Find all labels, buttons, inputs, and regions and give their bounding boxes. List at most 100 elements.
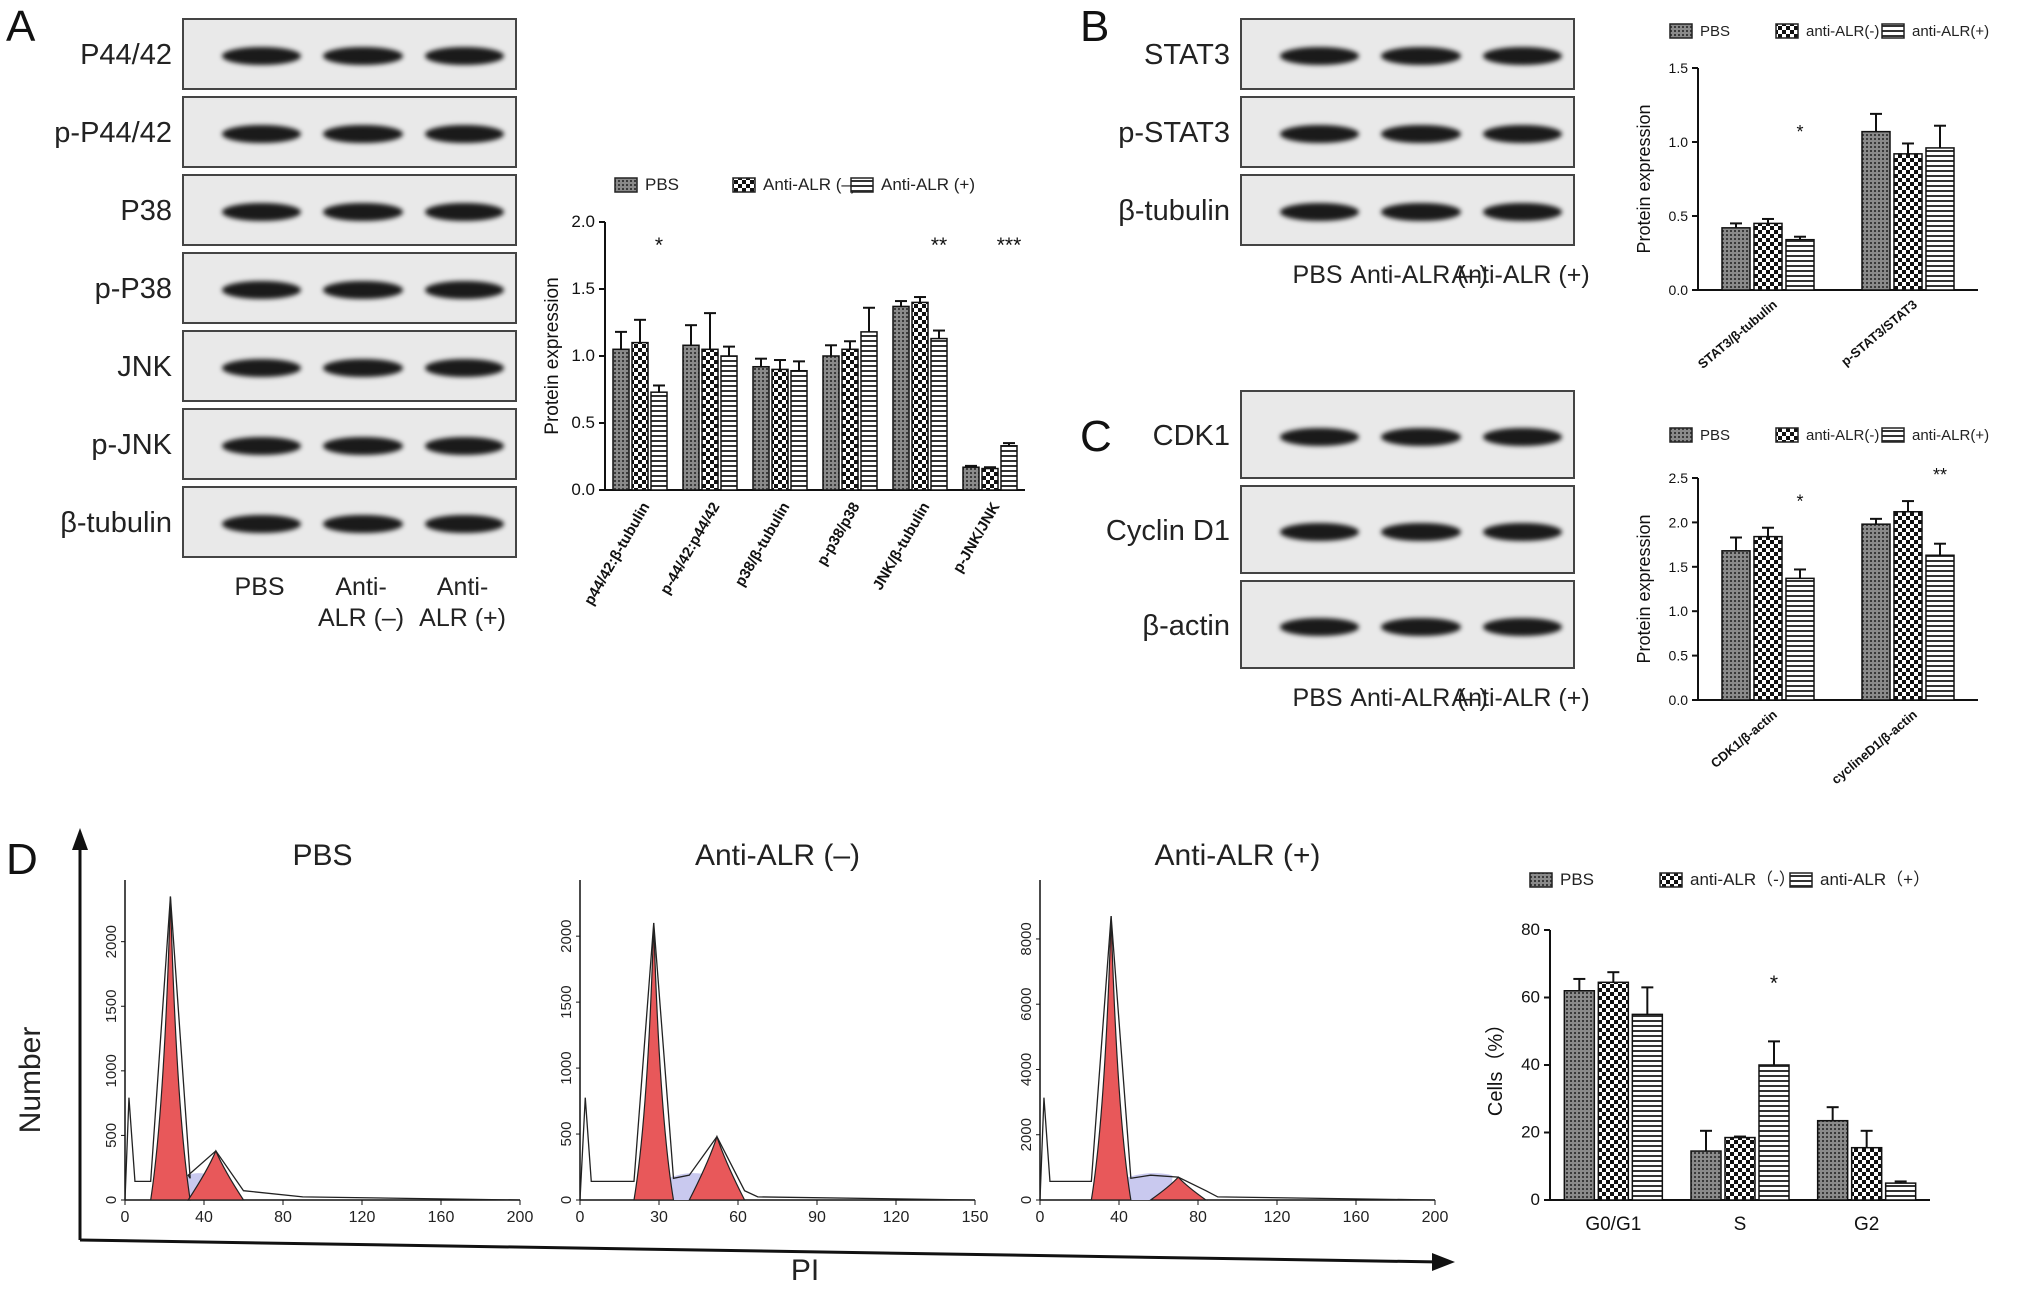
blot-row-label: p-P44/42 xyxy=(54,117,172,149)
histogram-y-tick-label: 1500 xyxy=(103,990,120,1023)
y-tick-label: 0.0 xyxy=(1669,692,1689,708)
legend-swatch xyxy=(1789,872,1813,888)
lane-label: Anti- ALR (–) xyxy=(317,573,405,632)
category-label: S xyxy=(1734,1214,1747,1235)
blot-band xyxy=(221,359,302,377)
blot-band xyxy=(1381,617,1461,636)
blot-row-label: p-JNK xyxy=(91,429,172,461)
bar-anti-alr-p-p38-p38 xyxy=(860,331,878,491)
blot-band xyxy=(1381,203,1461,221)
histogram-trace xyxy=(579,922,976,1201)
bar-anti-alr-p44-42-tubulin xyxy=(631,341,649,491)
chart-legend: PBS anti-ALR(-) anti-ALR(+) xyxy=(1669,427,1989,444)
category-label: p38/β-tubulin xyxy=(732,500,794,590)
panel-label-a: A xyxy=(6,2,36,51)
bar-pbs-p44-42-tubulin xyxy=(612,348,630,491)
histogram-y-tick-label: 6000 xyxy=(1018,988,1035,1021)
lane-label: Anti- ALR (+) xyxy=(419,573,506,632)
bar-anti-alr-p38-tubulin xyxy=(790,369,808,491)
legend-label: PBS xyxy=(1700,23,1730,40)
blot-band xyxy=(1482,203,1563,221)
legend-swatch xyxy=(1775,427,1799,443)
blot-band xyxy=(1482,125,1563,143)
blot-band xyxy=(221,281,302,299)
y-axis-label: Protein expression xyxy=(542,277,563,434)
bar-anti-alr-p-p38-p38 xyxy=(841,348,859,491)
lane-label: Anti-ALR (–) xyxy=(1350,684,1488,712)
histogram-trace xyxy=(1039,916,1436,1201)
histogram-title: Anti-ALR (–) xyxy=(695,839,860,872)
arrow-head-icon xyxy=(1432,1253,1455,1271)
bar-anti-alr-cyclined1-actin xyxy=(1925,554,1955,701)
blot-row-label: JNK xyxy=(117,351,172,383)
y-tick-label: 1.5 xyxy=(1669,60,1689,76)
pi-axis-arrow xyxy=(79,1238,1441,1264)
blot-row-label: Cyclin D1 xyxy=(1105,514,1230,547)
y-tick-label: 0 xyxy=(1531,1190,1540,1209)
lane-label: Anti-ALR (–) xyxy=(1350,261,1488,289)
significance-mark: ** xyxy=(931,234,947,257)
g1-peak xyxy=(149,896,191,1201)
y-axis-label: Protein expression xyxy=(1634,104,1654,253)
bar-anti-alr-p-stat3-stat3 xyxy=(1893,153,1923,291)
blot-band xyxy=(424,203,505,221)
blot-band xyxy=(1381,47,1461,65)
legend-label: anti-ALR（+） xyxy=(1820,870,1930,889)
blot-band xyxy=(424,359,505,377)
blot-row-label: P38 xyxy=(120,195,172,227)
y-axis-label: Protein expression xyxy=(1634,514,1654,663)
bar-pbs-jnk-tubulin xyxy=(892,305,910,491)
legend-label: anti-ALR(-) xyxy=(1806,427,1879,444)
category-label: p-p38/p38 xyxy=(814,500,864,569)
histogram-y-tick-label: 4000 xyxy=(1018,1053,1035,1086)
bar-anti-alr-jnk-tubulin xyxy=(930,337,948,491)
blot-band xyxy=(1279,617,1360,636)
panel-label-d: D xyxy=(6,835,38,884)
category-label: cyclineD1/β-actin xyxy=(1828,707,1920,787)
chart-legend: PBS anti-ALR(-) anti-ALR(+) xyxy=(1669,23,1989,40)
histogram-y-tick-label: 2000 xyxy=(1018,1118,1035,1151)
y-tick-label: 40 xyxy=(1521,1055,1540,1074)
histogram-title: PBS xyxy=(292,839,352,872)
significance-mark: *** xyxy=(997,234,1022,257)
category-label: p-JNK/JNK xyxy=(950,499,1004,575)
bar-anti-alr-p-stat3-stat3 xyxy=(1925,147,1955,291)
y-tick-label: 0.5 xyxy=(1669,208,1689,224)
histogram-anti-alr: Anti-ALR (–) 0 500 1000 1500 2000 0 30 60 90 120 15… xyxy=(558,839,988,1226)
legend-label: anti-ALR(+) xyxy=(1912,427,1989,444)
legend-swatch xyxy=(614,177,638,193)
bar-anti-alr-cdk1-actin xyxy=(1785,577,1815,701)
s-phase-fill xyxy=(1117,1173,1173,1200)
blot-strip xyxy=(1240,485,1575,574)
y-tick-label: 1.0 xyxy=(1669,134,1689,150)
histogram-x-tick-label: 0 xyxy=(121,1209,130,1226)
g1-peak xyxy=(1090,916,1132,1201)
bar-anti-alr-p44-42-tubulin xyxy=(650,391,668,491)
blot-band xyxy=(1279,522,1360,541)
blot-band xyxy=(1279,125,1360,143)
significance-mark: * xyxy=(1796,122,1803,142)
blot-strip xyxy=(182,486,517,558)
histogram-y-tick-label: 8000 xyxy=(1018,922,1035,955)
histogram-y-tick-label: 500 xyxy=(103,1123,120,1148)
bar-pbs-cdk1-actin xyxy=(1721,550,1751,701)
blot-band xyxy=(1381,522,1461,541)
legend-swatch xyxy=(1881,23,1905,39)
blot-band xyxy=(323,437,403,455)
histogram-y-tick-label: 1000 xyxy=(103,1054,120,1087)
histogram-x-tick-label: 40 xyxy=(1110,1209,1128,1226)
legend-swatch xyxy=(1881,427,1905,443)
blot-band xyxy=(221,515,302,533)
blot-strip xyxy=(182,252,517,324)
lane-label: PBS xyxy=(1292,684,1343,712)
bar-anti-alr-jnk-tubulin xyxy=(911,301,929,491)
bar-anti-alr-stat3-tubulin xyxy=(1753,222,1783,291)
y-tick-label: 1.0 xyxy=(571,346,595,365)
histogram-x-tick-label: 60 xyxy=(729,1209,747,1226)
histogram-pbs: PBS 0 500 1000 1500 2000 0 40 80 120 160 200 xyxy=(103,839,533,1226)
bar-chart-panel-d: PBS anti-ALR（-） anti-ALR（+） 0 20 40 60 80 Cells（… xyxy=(1484,870,1930,1235)
significance-mark: ** xyxy=(1933,465,1947,485)
histogram-x-tick-label: 0 xyxy=(576,1209,585,1226)
blot-strip xyxy=(182,174,517,246)
